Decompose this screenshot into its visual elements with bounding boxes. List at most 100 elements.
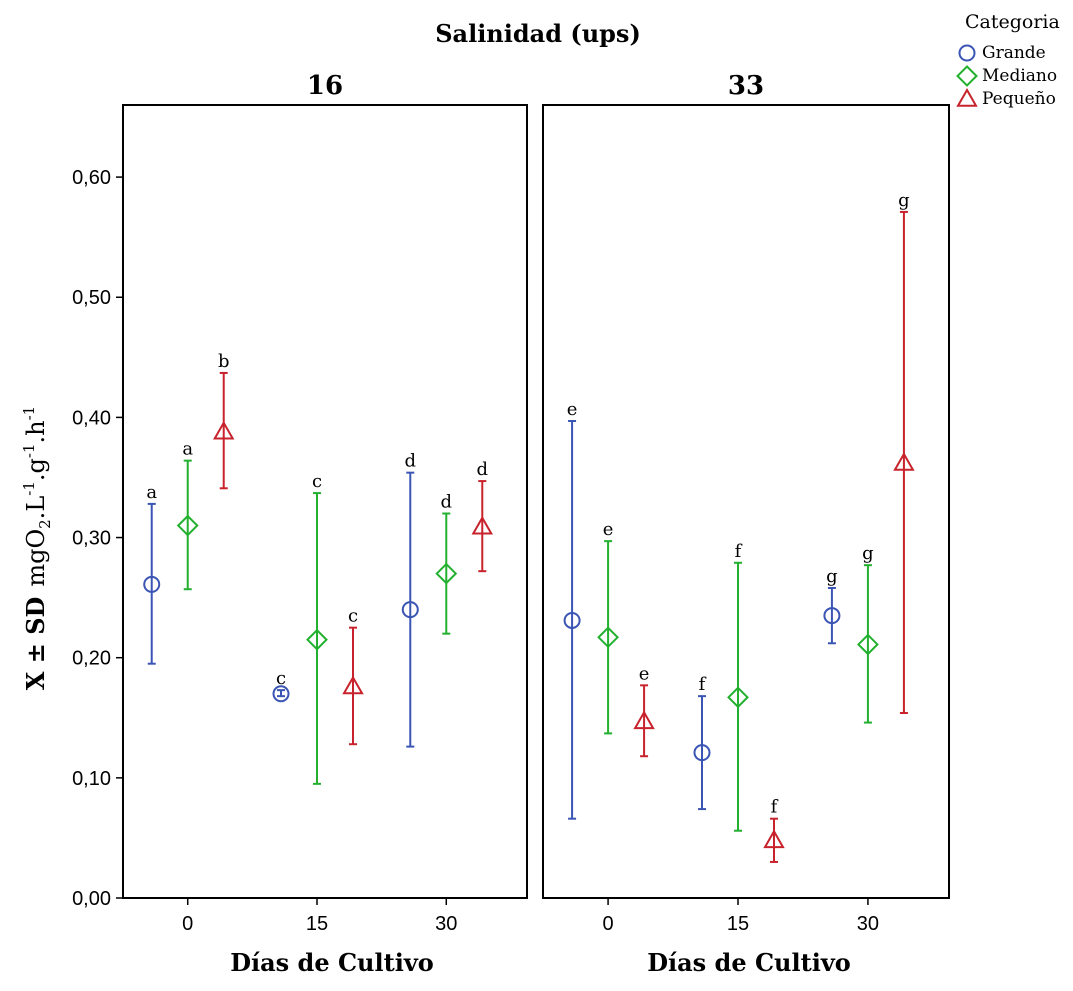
legend-label: Grande xyxy=(982,43,1046,63)
significance-label: d xyxy=(405,451,417,472)
panel-title: 33 xyxy=(728,71,764,101)
significance-label: e xyxy=(567,399,578,420)
data-point-mediano: g xyxy=(857,543,879,724)
legend: Categoria Grande Mediano Pequeño xyxy=(956,11,1060,109)
x-tick-label: 0 xyxy=(603,913,614,935)
data-point-mediano: f xyxy=(727,541,749,832)
significance-label: f xyxy=(735,541,743,562)
x-tick-label: 30 xyxy=(857,913,879,935)
panel-title: 16 xyxy=(307,71,343,101)
significance-label: e xyxy=(639,663,650,684)
marker xyxy=(143,575,161,593)
legend-item-grande: Grande xyxy=(958,43,1046,63)
significance-label: c xyxy=(276,668,286,689)
data-point-grande: d xyxy=(401,451,419,748)
significance-label: g xyxy=(826,566,838,587)
data-point-pequeno: g xyxy=(893,190,915,714)
marker xyxy=(693,744,711,762)
legend-label: Pequeño xyxy=(982,89,1056,109)
y-axis-label-g: .g xyxy=(22,458,50,481)
marker xyxy=(401,601,419,619)
circle-icon xyxy=(958,44,976,62)
marker xyxy=(597,626,619,649)
y-tick-label: 0,10 xyxy=(72,768,111,790)
marker xyxy=(471,515,494,535)
panel-frame xyxy=(542,104,950,899)
x-axis-label-left: Días de Cultivo xyxy=(230,948,434,977)
x-tick-label: 15 xyxy=(727,913,749,935)
x-axis-label-right: Días de Cultivo xyxy=(647,948,851,977)
panels: 16 0 15 30 0,00 0,10 0,20 0,30 0,40 0,50 0,60 a a b c c… xyxy=(72,71,950,935)
panel-16: 16 0 15 30 0,00 0,10 0,20 0,30 0,40 0,50 0,60 a a b c c… xyxy=(72,71,528,935)
data-point-grande: g xyxy=(823,566,841,645)
marker xyxy=(342,675,364,695)
y-axis-label-sup1: -1 xyxy=(20,481,38,496)
y-axis-label-sup3: -1 xyxy=(20,406,38,421)
legend-item-pequeno: Pequeño xyxy=(956,87,1056,109)
data-point-pequeno: c xyxy=(342,606,364,746)
y-axis-label: X ± SDmgO2.L-1.g-1.h-1 xyxy=(20,406,54,690)
data-point-mediano: e xyxy=(597,519,619,735)
data-point-pequeno: b xyxy=(212,351,235,490)
y-tick-label: 0,50 xyxy=(72,287,111,309)
significance-label: f xyxy=(771,797,779,818)
x-tick-label: 0 xyxy=(182,913,193,935)
legend-label: Mediano xyxy=(982,66,1057,86)
data-point-pequeno: f xyxy=(763,797,785,863)
data-point-mediano: a xyxy=(176,439,199,591)
significance-label: a xyxy=(146,482,157,503)
significance-label: g xyxy=(862,543,874,564)
y-tick-label: 0,30 xyxy=(72,528,111,550)
significance-label: a xyxy=(182,439,193,460)
data-point-grande: a xyxy=(143,482,161,665)
y-tick-label: 0,20 xyxy=(72,648,111,670)
diamond-icon xyxy=(956,65,978,87)
svg-text:X ± SDmgO2.L-1.g-1.h-1: X ± SDmgO2.L-1.g-1.h-1 xyxy=(20,406,54,690)
chart-title: Salinidad (ups) xyxy=(435,19,641,48)
legend-title: Categoria xyxy=(965,11,1060,33)
significance-label: f xyxy=(699,674,707,695)
panel-33: 33 0 15 30 e e e f f f g g g xyxy=(542,71,950,935)
y-axis-label-h: .h xyxy=(22,420,50,443)
data-point-grande: f xyxy=(693,674,711,811)
marker xyxy=(823,607,841,625)
data-point-grande: e xyxy=(563,399,581,820)
data-point-mediano: c xyxy=(306,471,328,785)
marker xyxy=(212,420,235,440)
x-tick-label: 15 xyxy=(306,913,328,935)
marker xyxy=(727,686,749,709)
significance-label: c xyxy=(348,606,358,627)
significance-label: c xyxy=(312,471,322,492)
y-axis-label-l: .L xyxy=(22,496,50,520)
marker xyxy=(272,685,290,703)
marker xyxy=(563,611,581,629)
data-point-mediano: d xyxy=(435,492,458,635)
y-tick-label: 0,00 xyxy=(72,888,111,910)
significance-label: d xyxy=(441,492,453,513)
significance-label: b xyxy=(218,351,230,372)
marker xyxy=(893,452,915,471)
data-point-grande: c xyxy=(272,668,290,703)
significance-label: e xyxy=(603,519,614,540)
data-point-pequeno: e xyxy=(633,663,655,758)
marker xyxy=(306,628,328,651)
marker xyxy=(857,633,879,656)
y-axis-label-unit: mgO xyxy=(22,529,50,587)
panel-frame xyxy=(122,104,528,899)
significance-label: g xyxy=(898,190,910,211)
y-axis-label-sub: 2 xyxy=(36,519,54,529)
y-axis-label-sup2: -1 xyxy=(20,443,38,458)
x-tick-label: 30 xyxy=(435,913,457,935)
marker xyxy=(763,829,785,849)
legend-items: Grande Mediano Pequeño xyxy=(956,43,1057,109)
triangle-icon xyxy=(956,87,978,107)
y-tick-label: 0,40 xyxy=(72,407,111,429)
marker xyxy=(176,514,199,537)
marker xyxy=(435,562,458,585)
marker xyxy=(633,710,655,730)
y-tick-label: 0,60 xyxy=(72,167,111,189)
data-point-pequeno: d xyxy=(471,459,494,573)
legend-item-mediano: Mediano xyxy=(956,65,1057,87)
